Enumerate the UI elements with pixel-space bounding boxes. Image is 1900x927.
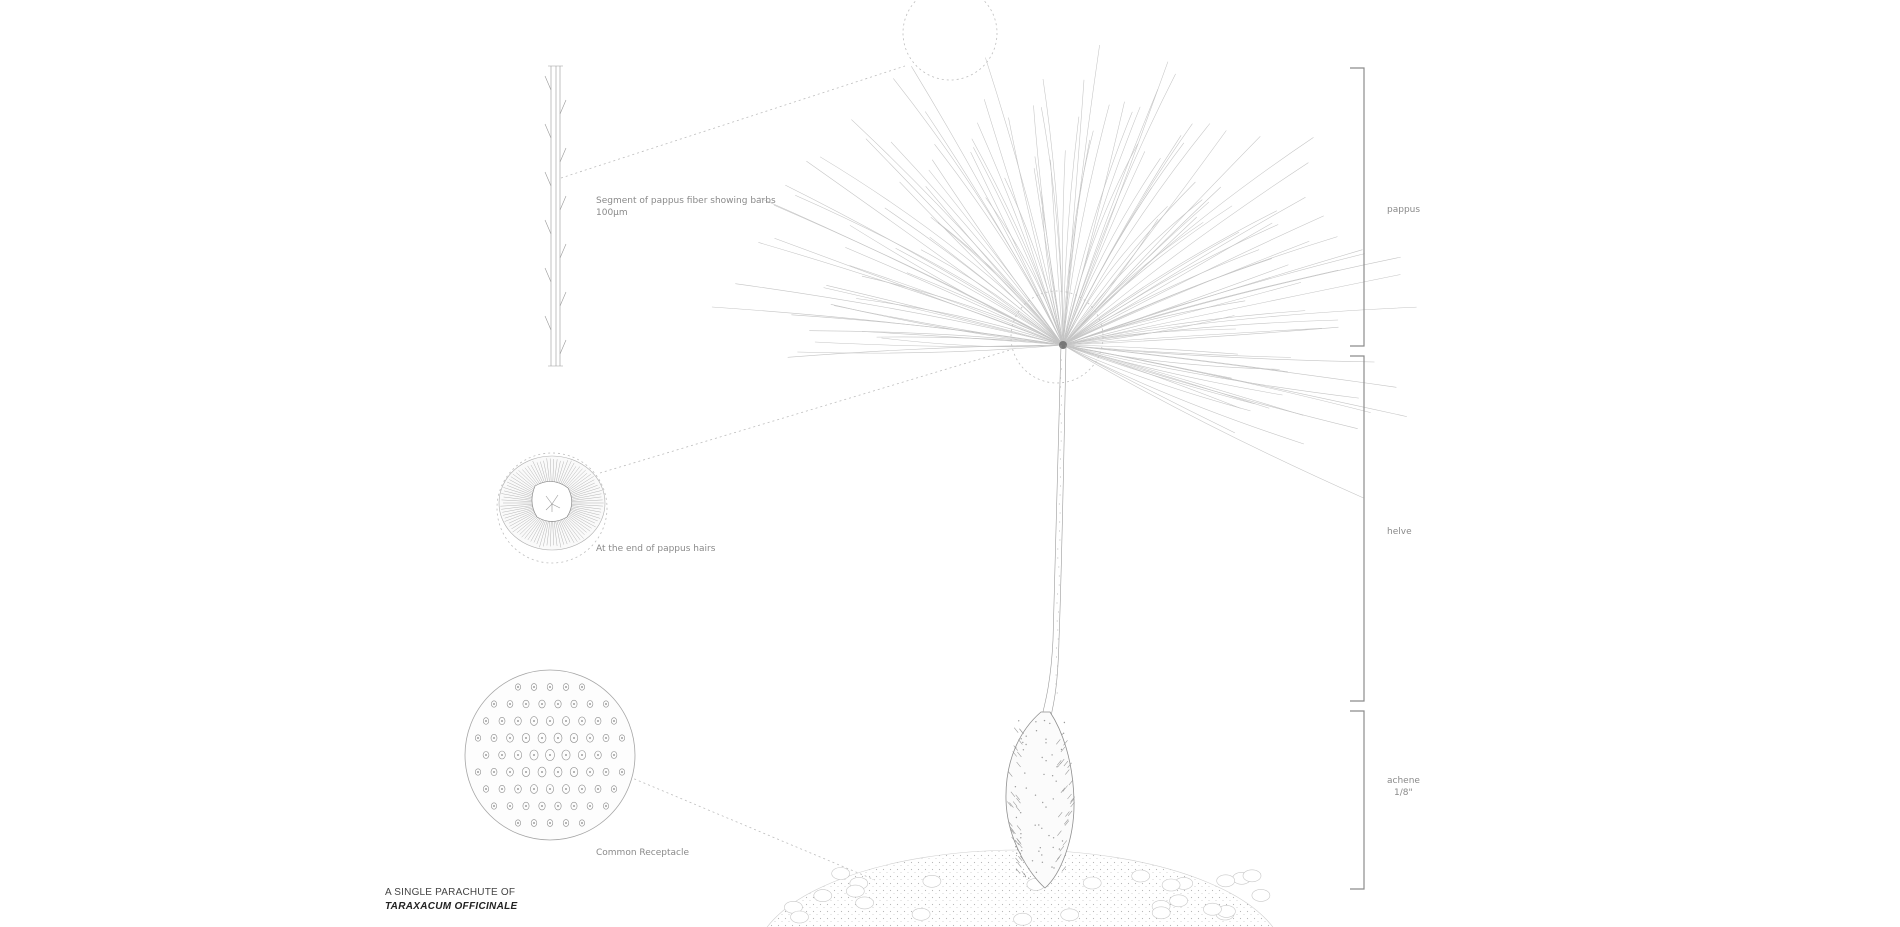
leader-hairs-end — [599, 349, 1011, 474]
pappus-label: pappus — [1387, 205, 1420, 215]
leader-barbs — [560, 65, 906, 179]
zoom-circle-fiber — [902, 0, 998, 81]
achene-label-line2: 1/8" — [1394, 788, 1413, 798]
barbs-label-line1: Segment of pappus fiber showing barbs — [596, 196, 776, 206]
achene-label-line1: achene — [1387, 776, 1420, 786]
achene-seed — [1005, 711, 1075, 889]
zoom-circle-hub — [1010, 290, 1104, 384]
bracket-pappus — [1350, 67, 1365, 347]
figure-caption-line2: TARAXACUM OFFICINALE — [385, 901, 517, 912]
section-brackets — [1350, 67, 1365, 890]
fiber-segment-detail — [544, 65, 567, 367]
helve-stalk — [1040, 344, 1067, 721]
bracket-helve — [1350, 355, 1365, 702]
leader-receptacle — [624, 774, 876, 881]
pappus-hub-detail — [496, 452, 608, 564]
leader-lines — [560, 65, 1011, 881]
figure-caption-line1: A SINGLE PARACHUTE OF — [385, 887, 515, 898]
receptacle-label: Common Receptacle — [596, 848, 689, 858]
helve-label: helve — [1387, 527, 1412, 537]
pappus-fibers — [711, 44, 1417, 499]
receptacle-ground — [766, 849, 1274, 927]
barbs-label-line2: 100µm — [596, 208, 628, 218]
bracket-achene — [1350, 710, 1365, 890]
hairs-end-label: At the end of pappus hairs — [596, 544, 716, 554]
receptacle-sphere-detail — [464, 669, 636, 841]
